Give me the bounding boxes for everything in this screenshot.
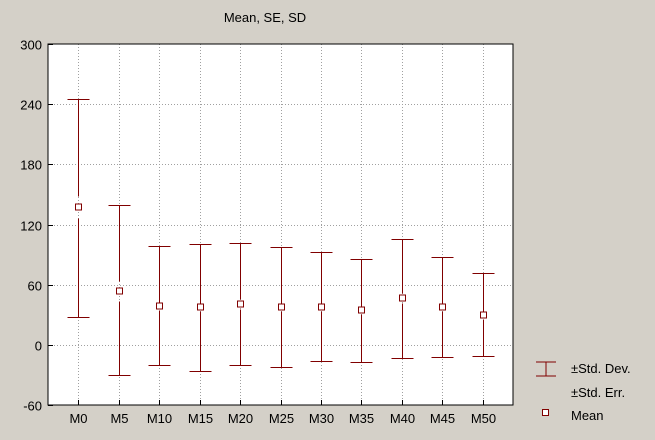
- legend-std-err-label: ±Std. Err.: [571, 385, 625, 400]
- x-tick-label: M10: [147, 411, 172, 426]
- y-tick-label: 300: [20, 38, 42, 53]
- y-tick-label: 60: [28, 279, 42, 294]
- x-tick-label: M35: [349, 411, 374, 426]
- error-bar-m15: [189, 244, 212, 372]
- legend-mean-symbol: [542, 409, 549, 416]
- x-tick-label: M15: [188, 411, 213, 426]
- mean-marker: [358, 306, 365, 314]
- y-tick-label: 120: [20, 219, 42, 234]
- error-bars: [67, 99, 495, 376]
- mean-marker: [75, 203, 82, 211]
- legend-mean-label: Mean: [571, 408, 604, 423]
- mean-marker: [116, 287, 123, 295]
- error-bar-m40: [391, 239, 414, 359]
- x-tick-label: M25: [269, 411, 294, 426]
- y-axis: 300 240 180 120 60 0 -60: [20, 38, 53, 414]
- x-axis: M0 M5 M10 M15 M20 M25 M30 M35 M40 M45 M50: [69, 400, 496, 426]
- x-tick-label: M45: [430, 411, 455, 426]
- error-bar-m0: [67, 99, 90, 318]
- mean-marker: [439, 303, 446, 311]
- y-tick-label: -60: [23, 399, 42, 414]
- x-tick-label: M5: [110, 411, 128, 426]
- error-bar-m30: [310, 252, 333, 362]
- mean-marker: [318, 303, 325, 311]
- x-tick-label: M30: [309, 411, 334, 426]
- error-bar-m50: [472, 273, 495, 357]
- x-tick-label: M40: [390, 411, 415, 426]
- legend-std-dev-symbol: [536, 361, 556, 377]
- mean-marker: [156, 302, 163, 310]
- chart-title: Mean, SE, SD: [224, 10, 306, 25]
- y-tick-label: 0: [35, 339, 42, 354]
- mean-marker: [480, 311, 487, 319]
- y-tick-label: 180: [20, 158, 42, 173]
- plot-border: [47, 43, 514, 406]
- mean-marker: [197, 303, 204, 311]
- y-tick-label: 240: [20, 98, 42, 113]
- error-bar-m20: [229, 243, 252, 366]
- legend-std-dev-label: ±Std. Dev.: [571, 361, 631, 376]
- error-bar-m45: [431, 257, 454, 358]
- x-tick-label: M50: [471, 411, 496, 426]
- error-bar-m35: [350, 259, 373, 363]
- error-bar-m5: [108, 205, 131, 376]
- mean-marker: [237, 300, 244, 308]
- x-tick-label: M20: [228, 411, 253, 426]
- plot-area: [48, 44, 513, 405]
- x-tick-label: M0: [69, 411, 87, 426]
- mean-marker: [399, 294, 406, 302]
- error-bar-m10: [148, 246, 171, 366]
- error-bar-m25: [270, 247, 293, 368]
- mean-marker: [278, 303, 285, 311]
- legend: ±Std. Dev. ±Std. Err. Mean: [536, 361, 631, 423]
